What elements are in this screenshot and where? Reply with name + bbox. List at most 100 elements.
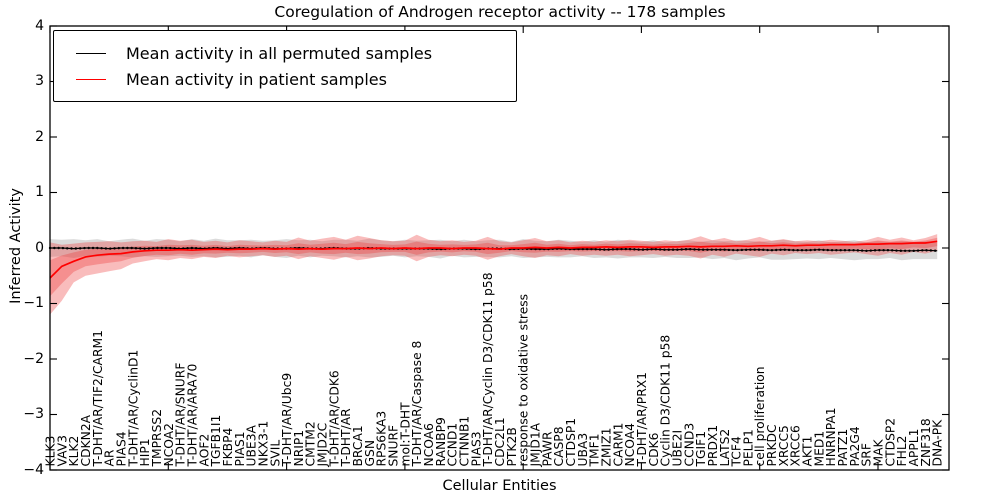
x-axis-label: VAV3 bbox=[55, 435, 69, 467]
x-axis-label: mol:T-DHT bbox=[398, 402, 412, 467]
x-axis-label: ZMIZ1 bbox=[600, 428, 614, 467]
x-axis-label: CDK6 bbox=[647, 432, 661, 466]
x-axis-label: JMJD1A bbox=[529, 422, 543, 467]
x-axis-label: APPL1 bbox=[907, 429, 921, 467]
x-axis-label: BRCA1 bbox=[351, 425, 365, 466]
x-axis-label: UBA3 bbox=[576, 433, 590, 467]
y-tick-label: 4 bbox=[35, 18, 44, 34]
legend-label: Mean activity in patient samples bbox=[126, 69, 387, 89]
x-axis-label: T-DHT/AR bbox=[339, 408, 353, 468]
x-axis-label: HNRNPA1 bbox=[824, 407, 838, 466]
x-axis-label: SVIL bbox=[268, 440, 282, 467]
x-axis-label: NCOA2 bbox=[162, 423, 176, 466]
x-axis-label: PIAS3 bbox=[469, 431, 483, 466]
x-axis-title: Cellular Entities bbox=[442, 478, 557, 494]
x-axis-label: TMF1 bbox=[588, 433, 602, 467]
patient-mean-line bbox=[49, 240, 938, 279]
x-axis-label: TGIF1 bbox=[694, 431, 708, 468]
x-axis-label: PA2G4 bbox=[848, 426, 862, 466]
x-axis-label: RPS6KA3 bbox=[375, 411, 389, 467]
x-axis-label: T-DHT/AR/Caspase 8 bbox=[410, 341, 424, 468]
y-tick-label: −4 bbox=[23, 462, 44, 478]
x-axis-label: ZNF318 bbox=[919, 418, 933, 466]
patient-band-outer bbox=[50, 234, 938, 315]
legend-item-permuted: Mean activity in all permuted samples bbox=[63, 40, 504, 66]
legend-label: Mean activity in all permuted samples bbox=[126, 43, 433, 63]
x-axis-label: TMPRSS2 bbox=[150, 409, 164, 468]
x-axis-label: PATZ1 bbox=[836, 429, 850, 467]
y-tick-label: 2 bbox=[35, 129, 44, 145]
permuted-line-swatch-icon bbox=[76, 52, 106, 54]
x-axis-label: MAK bbox=[872, 438, 886, 466]
x-axis-label: CDKN2A bbox=[79, 414, 93, 466]
x-axis-label: PRKDC bbox=[765, 424, 779, 466]
x-axis-label: PIAS4 bbox=[115, 431, 129, 466]
x-axis-label: CARM1 bbox=[611, 423, 625, 467]
x-axis-label: KLK3 bbox=[44, 436, 58, 467]
x-axis-label: NCOA4 bbox=[623, 423, 637, 467]
x-axis-label: PIAS1 bbox=[233, 431, 247, 466]
x-axis-label: PELP1 bbox=[741, 429, 755, 466]
x-axis-label: PRDX1 bbox=[706, 425, 720, 467]
x-axis-label: PAWR bbox=[540, 431, 554, 467]
x-axis-label: Cyclin D3/CDK11 p58 bbox=[659, 335, 673, 467]
x-axis-label: T-DHT/AR/CDK6 bbox=[327, 370, 341, 467]
x-axis-label: RANBP9 bbox=[434, 417, 448, 466]
legend-item-patient: Mean activity in patient samples bbox=[63, 66, 504, 92]
x-axis-label: GSN bbox=[363, 440, 377, 467]
patient-band-inner bbox=[50, 237, 938, 297]
x-axis-label: CTDSP1 bbox=[564, 418, 578, 467]
x-axis-labels: KLK3VAV3KLK2CDKN2AT-DHT/AR/TIF2/CARM1ARP… bbox=[44, 272, 945, 467]
x-axis-label: AR bbox=[103, 449, 117, 466]
x-axis-label: JMJD2C bbox=[316, 423, 330, 468]
x-axis-label: T-DHT/AR/SNURF bbox=[174, 363, 188, 468]
x-axis-label: cell proliferation bbox=[753, 366, 767, 466]
x-axis-label: XRCC6 bbox=[789, 425, 803, 467]
x-axis-label: LATS2 bbox=[718, 429, 732, 467]
legend: Mean activity in all permuted samples Me… bbox=[53, 30, 517, 102]
x-axis-label: SNURF bbox=[387, 425, 401, 467]
y-tick-label: −1 bbox=[23, 295, 44, 311]
x-axis-label: AKT1 bbox=[801, 436, 815, 467]
x-axis-label: T-DHT/AR/Cyclin D3/CDK11 p58 bbox=[481, 272, 495, 467]
x-axis-label: CCND3 bbox=[682, 423, 696, 467]
x-axis-label: PTK2B bbox=[505, 427, 519, 466]
x-axis-label: HIP1 bbox=[138, 438, 152, 466]
chart-title: Coregulation of Androgen receptor activi… bbox=[274, 3, 726, 21]
x-axis-label: T-DHT/AR/Ubc9 bbox=[280, 373, 294, 468]
y-tick-label: 1 bbox=[35, 184, 44, 200]
y-tick-label: −3 bbox=[23, 406, 44, 422]
x-axis-label: FHL2 bbox=[895, 436, 909, 467]
x-axis-label: XRCC5 bbox=[777, 425, 791, 466]
x-axis-label: T-DHT/AR/ARA70 bbox=[185, 364, 199, 468]
y-tick-label: 0 bbox=[35, 240, 44, 256]
x-axis-label: UBE3A bbox=[245, 424, 259, 466]
x-axis-label: CTNNB1 bbox=[458, 416, 472, 467]
x-axis-label: MED1 bbox=[812, 431, 826, 467]
y-tick-label: −2 bbox=[23, 351, 44, 367]
x-axis-label: DNA-PK bbox=[931, 419, 945, 467]
x-axis-label: AOF2 bbox=[197, 434, 211, 467]
x-axis-label: FKBP4 bbox=[221, 428, 235, 467]
x-axis-label: T-DHT/AR/PRX1 bbox=[635, 372, 649, 468]
x-axis-label: CMTM2 bbox=[304, 421, 318, 466]
x-axis-label: NCOA6 bbox=[422, 423, 436, 467]
x-axis-label: T-DHT/AR/TIF2/CARM1 bbox=[91, 330, 105, 467]
x-axis-label: CASP8 bbox=[552, 426, 566, 466]
x-axis-label: CCND1 bbox=[446, 423, 460, 467]
series-lines bbox=[48, 240, 939, 279]
y-tick-label: 3 bbox=[35, 73, 44, 89]
x-axis-label: SRF bbox=[860, 443, 874, 466]
x-axis-label: TGFB1I1 bbox=[209, 415, 223, 468]
x-axis-label: UBE2I bbox=[670, 430, 684, 467]
x-axis-label: NRIP1 bbox=[292, 430, 306, 467]
x-axis-label: TCF4 bbox=[730, 436, 744, 467]
x-axis-label: NKX3-1 bbox=[256, 421, 270, 467]
patient-line-swatch-icon bbox=[76, 78, 106, 80]
x-axis-label: T-DHT/AR/CyclinD1 bbox=[126, 350, 140, 468]
x-axis-label: CTDSP2 bbox=[883, 418, 897, 467]
x-axis-label: response to oxidative stress bbox=[517, 294, 531, 467]
x-axis-label: CDC2L1 bbox=[493, 417, 507, 466]
